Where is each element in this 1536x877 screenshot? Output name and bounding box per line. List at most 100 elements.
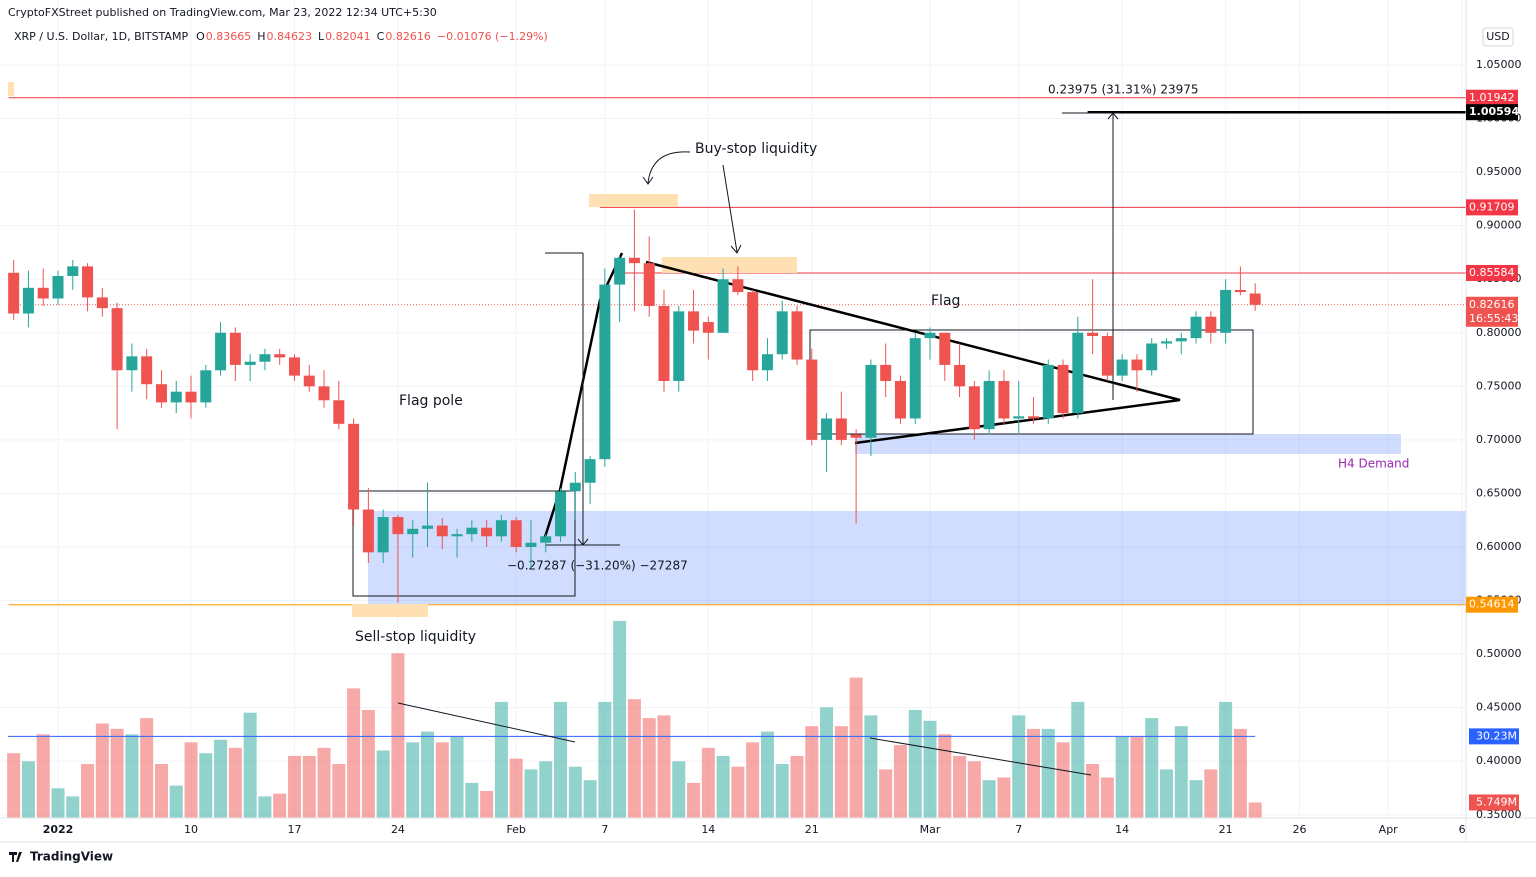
volume-bar xyxy=(583,780,597,818)
y-tick-label: 0.65000 xyxy=(1476,486,1522,499)
candle-body xyxy=(67,266,79,277)
volume-bar xyxy=(598,701,612,818)
x-tick-label: 10 xyxy=(184,823,198,836)
arrow xyxy=(730,244,742,254)
volume-bar xyxy=(539,761,553,818)
drawings: Buy-stop liquidity Sell-stop liquidity F… xyxy=(8,82,1466,776)
axis-label-box xyxy=(1469,728,1519,745)
volume-bar xyxy=(568,766,582,818)
candle-body xyxy=(998,380,1010,419)
ohlc-key: O xyxy=(196,30,205,43)
x-tick-label: Feb xyxy=(506,823,525,836)
currency[interactable]: USD xyxy=(1486,30,1510,43)
volume-bar xyxy=(332,764,346,818)
x-tick-label: Apr xyxy=(1379,823,1399,836)
volume-bar xyxy=(613,620,627,818)
y-tick-label: 0.80000 xyxy=(1476,326,1522,339)
candle-body xyxy=(555,491,567,537)
candle-body xyxy=(1190,316,1202,339)
candle-body xyxy=(599,284,611,460)
axis-label-box xyxy=(1466,199,1518,216)
ohlc-value: 0.83665 xyxy=(206,30,252,43)
volume-bar xyxy=(110,728,124,818)
candle-body xyxy=(1027,416,1039,419)
layer xyxy=(0,0,1466,818)
volume-bar xyxy=(953,755,967,818)
brand: TradingView xyxy=(30,850,113,864)
volume-bar xyxy=(509,758,523,818)
logo xyxy=(9,852,22,862)
volume-bar xyxy=(302,755,316,818)
candle-body xyxy=(702,322,714,333)
candle-body xyxy=(614,257,626,285)
candle-body xyxy=(377,517,389,553)
candle-body xyxy=(584,459,596,483)
volume-bar xyxy=(1115,737,1129,818)
triangle xyxy=(645,260,1181,445)
ohlc-key: C xyxy=(377,30,385,43)
candle-body xyxy=(436,525,448,537)
volume-bar xyxy=(243,712,257,818)
currency-button[interactable] xyxy=(1482,27,1514,47)
volume-bar xyxy=(1174,726,1188,818)
candle-body xyxy=(880,364,892,381)
candle-body xyxy=(968,386,980,430)
candle-body xyxy=(288,357,300,376)
price-level-label: 1.01942 xyxy=(1469,91,1515,104)
volume-bar xyxy=(982,780,996,818)
volume-bar xyxy=(627,699,641,818)
candle-body xyxy=(1175,338,1187,342)
candle-body xyxy=(185,391,197,403)
volume-bar xyxy=(642,718,656,818)
range-box xyxy=(352,490,576,597)
volume-bar xyxy=(1219,701,1233,818)
volume-bar xyxy=(1189,780,1203,818)
y-tick-label: 0.95000 xyxy=(1476,165,1522,178)
candle-body xyxy=(392,517,404,535)
candle-body xyxy=(747,292,759,371)
publisher: CryptoFXStreet published on TradingView.… xyxy=(8,6,437,19)
y-tick-label: 0.75000 xyxy=(1476,379,1522,392)
candle-body xyxy=(894,380,906,419)
annotation: H4 Demand xyxy=(1338,457,1409,471)
volume-bar xyxy=(421,731,434,818)
volume-bar xyxy=(657,715,671,818)
volume-bar xyxy=(1086,764,1100,818)
volume-bar xyxy=(51,788,65,818)
candle-body xyxy=(126,356,138,371)
candle-body xyxy=(1057,364,1069,414)
volume-ma-label: 30.23M xyxy=(1476,729,1517,742)
annotation: Flag pole xyxy=(399,393,463,409)
volume-bar xyxy=(81,764,95,818)
volume-bar xyxy=(849,677,863,818)
y-tick-label: 1.05000 xyxy=(1476,58,1522,71)
y-tick-label: 0.70000 xyxy=(1476,433,1522,446)
last-price-label: 0.82616 xyxy=(1469,298,1515,311)
volume-bar xyxy=(376,750,390,818)
candle-body xyxy=(259,354,271,362)
candle-body xyxy=(658,306,670,381)
x-tick-label: Mar xyxy=(920,823,941,836)
volume-bar xyxy=(923,720,937,818)
volume-bar xyxy=(805,726,819,818)
candle-body xyxy=(451,534,463,537)
candle-body xyxy=(835,418,847,440)
candle-body xyxy=(303,375,315,387)
annotation: −0.27287 (−31.20%) −27287 xyxy=(507,559,688,573)
axis-label-box xyxy=(1466,104,1518,121)
arrow xyxy=(577,538,589,546)
axis-label-box xyxy=(1466,296,1518,327)
candle-body xyxy=(1146,343,1158,371)
volume-bar xyxy=(1041,728,1055,818)
volume-bar xyxy=(1026,728,1040,818)
annotation: Sell-stop liquidity xyxy=(355,629,476,645)
countdown: 16:55:43 xyxy=(1469,312,1518,325)
candle-body xyxy=(466,527,478,535)
volume-bar xyxy=(554,701,568,818)
y-tick-label: 0.35000 xyxy=(1476,808,1522,821)
x-tick-label: 14 xyxy=(1115,823,1129,836)
x-tick-label: 6 xyxy=(1459,823,1466,836)
x-tick-label: 26 xyxy=(1293,823,1307,836)
candle-body xyxy=(569,482,581,492)
